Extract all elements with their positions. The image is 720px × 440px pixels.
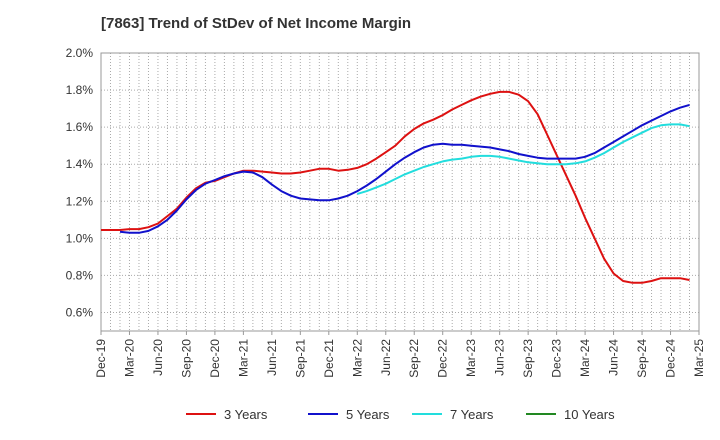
x-tick-label: Sep-20 — [179, 339, 193, 378]
x-tick-label: Dec-21 — [322, 339, 336, 378]
x-tick-label: Dec-19 — [94, 339, 108, 378]
legend-label: 5 Years — [346, 407, 390, 422]
x-tick-label: Sep-21 — [293, 339, 307, 378]
legend: 3 Years 5 Years 7 Years 10 Years — [186, 407, 615, 422]
y-tick-label: 1.8% — [66, 83, 94, 97]
x-tick-label: Sep-24 — [635, 339, 649, 378]
x-tick-label: Jun-23 — [493, 339, 507, 376]
legend-label: 3 Years — [224, 407, 268, 422]
x-tick-label: Sep-22 — [407, 339, 421, 378]
x-tick-label: Mar-20 — [122, 339, 136, 377]
x-axis: Dec-19 Mar-20 Jun-20 Sep-20 Dec-20 Mar-21 Jun-… — [94, 331, 706, 378]
y-tick-label: 2.0% — [66, 46, 94, 60]
y-tick-label: 1.0% — [66, 231, 94, 245]
x-tick-label: Mar-25 — [692, 339, 706, 377]
grid — [101, 52, 699, 331]
y-axis: 0.6% 0.8% 1.0% 1.2% 1.4% 1.6% 1.8% 2.0% — [66, 46, 94, 319]
series-lines — [101, 90, 690, 284]
series-line-5-years — [119, 103, 690, 234]
x-tick-label: Mar-24 — [578, 339, 592, 377]
x-tick-label: Jun-22 — [379, 339, 393, 376]
x-tick-label: Dec-24 — [664, 339, 678, 378]
x-tick-label: Mar-22 — [350, 339, 364, 377]
series-line-3-years — [101, 90, 690, 284]
y-tick-label: 0.8% — [66, 268, 94, 282]
series-line-7-years — [357, 123, 690, 195]
y-tick-label: 1.6% — [66, 120, 94, 134]
x-tick-label: Mar-21 — [236, 339, 250, 377]
legend-label: 10 Years — [564, 407, 615, 422]
x-tick-label: Jun-20 — [151, 339, 165, 376]
x-tick-label: Jun-24 — [607, 339, 621, 376]
x-tick-label: Dec-23 — [550, 339, 564, 378]
chart-title: [7863] Trend of StDev of Net Income Marg… — [101, 15, 411, 32]
x-tick-label: Dec-20 — [208, 339, 222, 378]
x-tick-label: Mar-23 — [464, 339, 478, 377]
y-tick-label: 1.2% — [66, 194, 94, 208]
plot-area — [100, 52, 700, 332]
y-tick-label: 1.4% — [66, 157, 94, 171]
legend-label: 7 Years — [450, 407, 494, 422]
x-tick-label: Sep-23 — [521, 339, 535, 378]
x-tick-label: Jun-21 — [265, 339, 279, 376]
x-tick-label: Dec-22 — [436, 339, 450, 378]
y-tick-label: 0.6% — [66, 305, 94, 319]
